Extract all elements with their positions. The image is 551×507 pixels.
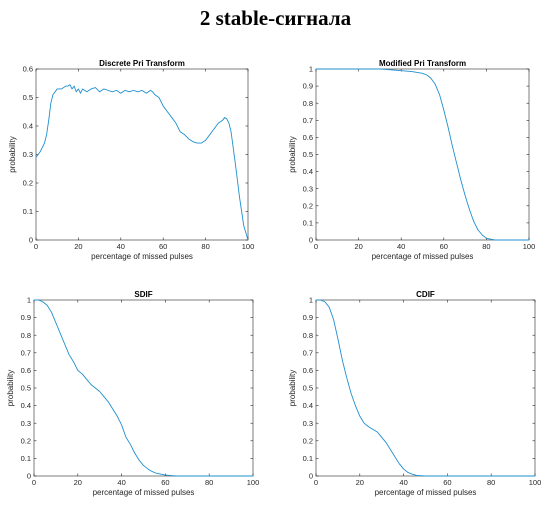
y-tick-label: 0.6 [23, 65, 33, 74]
y-tick-label: 0.9 [21, 313, 31, 322]
y-axis-label: probability [288, 136, 297, 172]
x-tick-label: 40 [399, 478, 407, 487]
plot-frame [33, 299, 254, 477]
x-tick-label: 20 [354, 242, 362, 251]
y-tick-label: 0.9 [303, 313, 313, 322]
y-tick-label: 1 [309, 65, 313, 74]
x-tick-label: 20 [74, 478, 82, 487]
y-tick-label: 0.3 [303, 184, 313, 193]
y-tick-label: 0.1 [303, 454, 313, 463]
y-tick-label: 0 [309, 236, 313, 245]
y-tick-label: 0.9 [303, 82, 313, 91]
y-tick-label: 0.6 [303, 133, 313, 142]
x-tick-label: 20 [74, 242, 82, 251]
x-tick-label: 40 [117, 478, 125, 487]
y-tick-label: 0.3 [21, 419, 31, 428]
y-tick-label: 0.1 [21, 454, 31, 463]
series-line [35, 84, 249, 241]
y-tick-label: 0.8 [21, 331, 31, 340]
x-tick-label: 0 [314, 478, 318, 487]
y-tick-label: 0 [27, 472, 31, 481]
x-tick-label: 0 [314, 242, 318, 251]
chart-panel-3: 0 20 40 60 80 100 0 0.1 0.2 0.3 0.4 0.5 0.6 0.7 0.8 0.9… [6, 290, 259, 497]
x-tick-label: 40 [117, 242, 125, 251]
y-tick-label: 0.4 [303, 167, 313, 176]
y-tick-label: 0.8 [303, 331, 313, 340]
y-tick-label: 0 [309, 472, 313, 481]
y-tick-label: 0.4 [21, 401, 31, 410]
chart-title: Discrete Pri Transform [99, 59, 185, 68]
x-tick-label: 80 [205, 478, 213, 487]
y-tick-label: 0.5 [303, 150, 313, 159]
x-tick-label: 60 [159, 242, 167, 251]
chart-panel-1: 0 20 40 60 80 100 0 0.1 0.2 0.3 0.4 0.5 0.6 Discrete … [8, 59, 254, 261]
y-tick-label: 0.4 [303, 401, 313, 410]
y-tick-label: 0 [29, 236, 33, 245]
y-tick-label: 0.3 [23, 150, 33, 159]
plot-frame [315, 299, 536, 477]
y-tick-label: 0.2 [21, 436, 31, 445]
y-tick-label: 0.2 [23, 179, 33, 188]
x-axis-label: percentage of missed pulses [91, 252, 193, 261]
y-tick-label: 0.7 [303, 116, 313, 125]
y-tick-label: 0.8 [303, 99, 313, 108]
chart-panel-2: 0 20 40 60 80 100 0 0.1 0.2 0.3 0.4 0.5 0.6 0.7 0.8 0.9… [288, 59, 535, 261]
chart-title: SDIF [134, 290, 152, 299]
x-axis-label: percentage of missed pulses [93, 488, 195, 497]
x-tick-label: 60 [161, 478, 169, 487]
y-tick-label: 0.7 [21, 348, 31, 357]
y-tick-label: 0.2 [303, 436, 313, 445]
x-tick-label: 80 [482, 242, 490, 251]
x-tick-label: 0 [34, 242, 38, 251]
y-tick-label: 0.7 [303, 348, 313, 357]
x-tick-label: 80 [201, 242, 209, 251]
series-line [316, 68, 529, 241]
page-title: 2 stable-сигнала [199, 6, 352, 30]
x-axis-label: percentage of missed pulses [372, 252, 474, 261]
y-tick-label: 0.1 [303, 219, 313, 228]
y-axis-label: probability [8, 136, 17, 172]
y-tick-label: 0.5 [23, 93, 33, 102]
y-tick-label: 0.6 [21, 366, 31, 375]
y-tick-label: 0.1 [23, 207, 33, 216]
x-tick-label: 100 [242, 242, 255, 251]
y-axis-label: probability [6, 370, 15, 406]
x-tick-label: 80 [487, 478, 495, 487]
x-tick-label: 40 [397, 242, 405, 251]
chart-title: CDIF [416, 290, 435, 299]
series-line [34, 299, 253, 477]
chart-panel-4: 0 20 40 60 80 100 0 0.1 0.2 0.3 0.4 0.5 0.6 0.7 0.8 0.9… [288, 290, 541, 497]
x-axis-label: percentage of missed pulses [375, 488, 477, 497]
y-tick-label: 0.5 [303, 384, 313, 393]
y-tick-label: 0.2 [303, 201, 313, 210]
y-tick-label: 1 [309, 296, 313, 305]
x-tick-label: 60 [443, 478, 451, 487]
chart-title: Modified Pri Transform [379, 59, 466, 68]
series-line [316, 299, 535, 477]
y-tick-label: 0.4 [23, 122, 33, 131]
x-tick-label: 60 [440, 242, 448, 251]
x-tick-label: 100 [523, 242, 536, 251]
y-tick-label: 0.6 [303, 366, 313, 375]
x-tick-label: 0 [32, 478, 36, 487]
y-tick-label: 1 [27, 296, 31, 305]
y-tick-label: 0.3 [303, 419, 313, 428]
y-axis-label: probability [288, 370, 297, 406]
y-tick-label: 0.5 [21, 384, 31, 393]
x-tick-label: 20 [356, 478, 364, 487]
x-tick-label: 100 [529, 478, 542, 487]
x-tick-label: 100 [247, 478, 260, 487]
plot-frame [315, 68, 530, 241]
plot-frame [35, 68, 249, 241]
